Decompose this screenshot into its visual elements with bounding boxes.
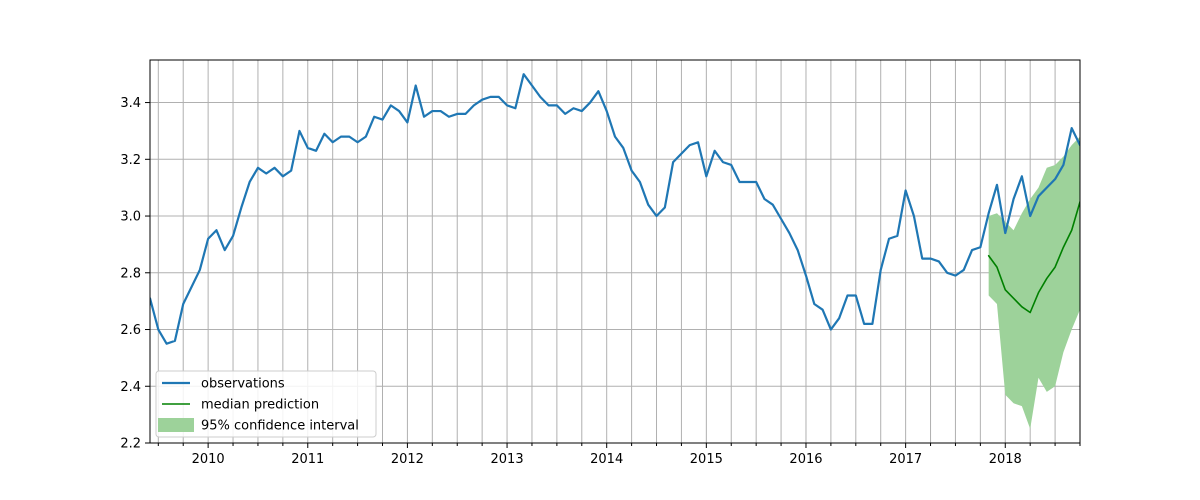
confidence-interval-band xyxy=(988,136,1080,429)
median-prediction-line xyxy=(987,201,1080,314)
series-layer xyxy=(150,73,1080,345)
plot-area-frame xyxy=(149,59,1081,444)
y-axis: 2.2 2.4 2.6 2.8 3.0 3.2 3.4 xyxy=(120,96,150,452)
y-tick-label: 2.8 xyxy=(120,266,141,281)
x-tick-label: 2016 xyxy=(789,452,822,467)
x-tick-label: 2010 xyxy=(192,452,225,467)
x-tick-label: 2015 xyxy=(690,452,723,467)
legend-label: observations xyxy=(201,377,285,392)
y-tick-label: 3.0 xyxy=(120,210,141,225)
legend-item-median-prediction: median prediction xyxy=(162,398,319,413)
observations-line xyxy=(150,73,1080,345)
legend-item-confidence-interval: 95% confidence interval xyxy=(158,418,359,434)
legend-label: 95% confidence interval xyxy=(201,419,359,434)
y-tick-label: 2.6 xyxy=(120,323,141,338)
legend-label: median prediction xyxy=(201,398,319,413)
x-axis: 2010 2011 2012 2013 2014 2015 2016 2017 2018 xyxy=(157,443,1081,467)
legend: observations median prediction 95% confide… xyxy=(155,370,377,438)
y-tick-label: 2.4 xyxy=(120,380,141,395)
y-tick-label: 3.2 xyxy=(120,153,141,168)
x-tick-label: 2017 xyxy=(889,452,922,467)
x-tick-label: 2012 xyxy=(391,452,424,467)
x-tick-label: 2011 xyxy=(291,452,324,467)
x-tick-label: 2018 xyxy=(989,452,1022,467)
legend-swatch xyxy=(158,418,194,432)
y-tick-label: 2.2 xyxy=(120,437,141,452)
legend-item-observations: observations xyxy=(162,377,285,392)
x-tick-label: 2013 xyxy=(491,452,524,467)
x-tick-label: 2014 xyxy=(590,452,623,467)
confidence-band-layer xyxy=(988,136,1080,429)
y-tick-label: 3.4 xyxy=(120,96,141,111)
legend-box xyxy=(155,370,377,438)
